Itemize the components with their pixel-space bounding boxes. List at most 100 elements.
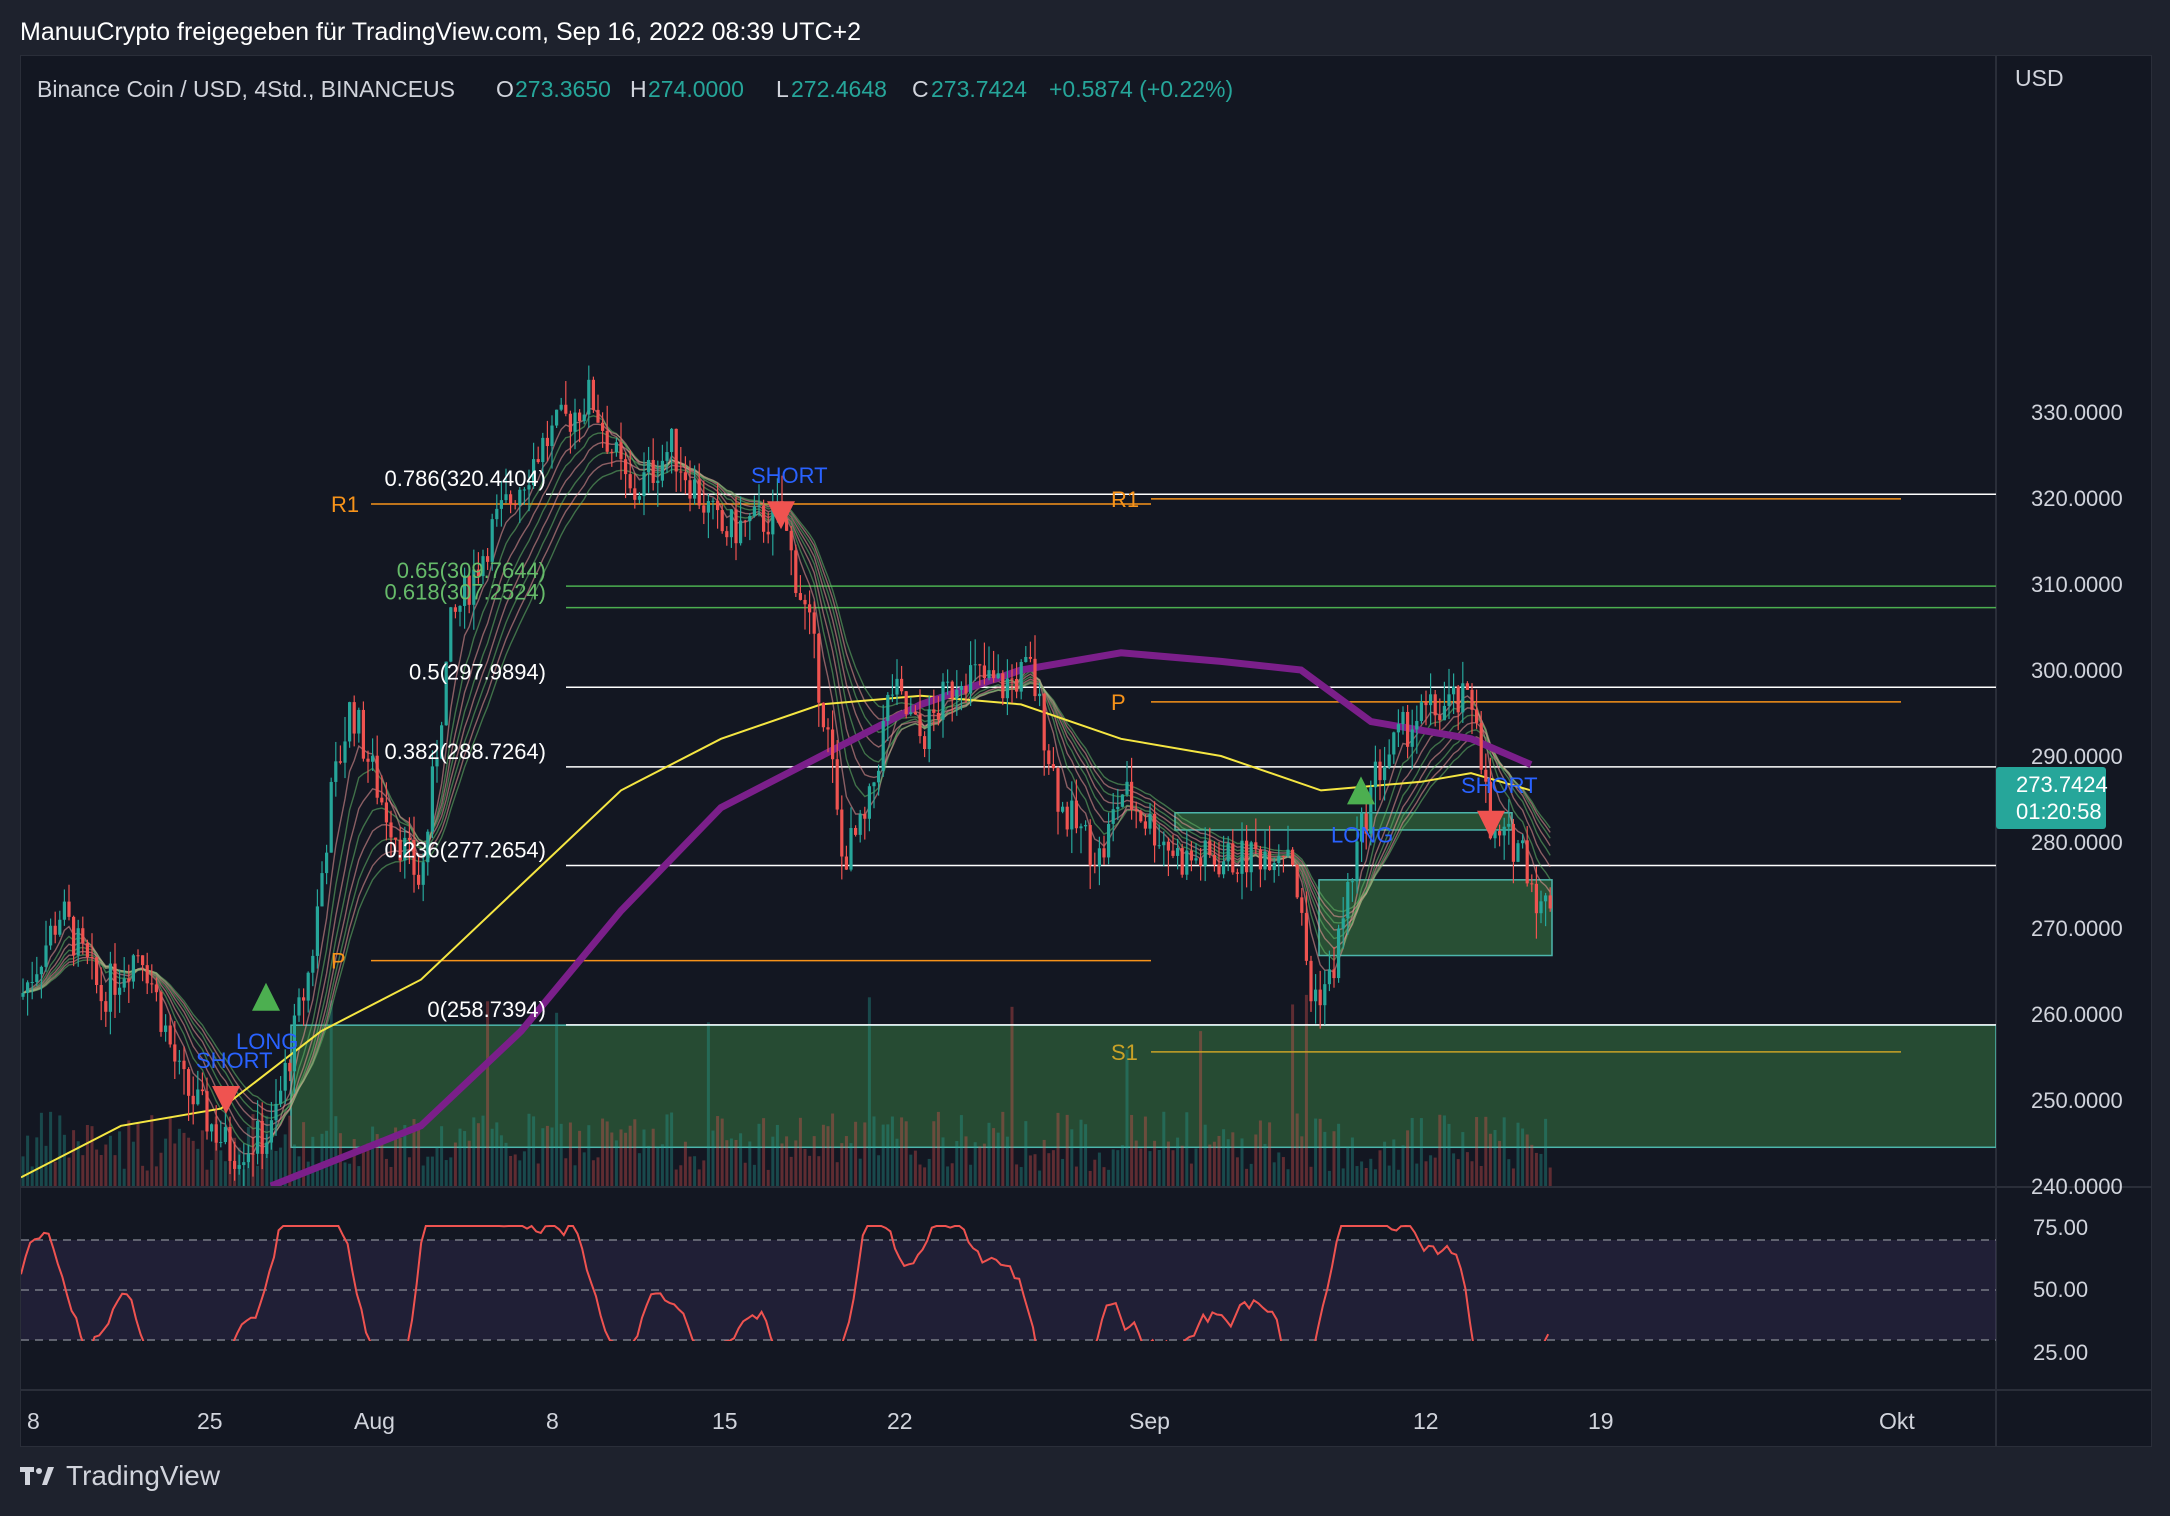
volume-bar [122, 1168, 126, 1186]
candle-body [670, 428, 674, 453]
candle-body [1208, 840, 1212, 855]
volume-bar [1539, 1153, 1543, 1186]
fib-label: 0.786(320.4404) [385, 466, 546, 491]
candle-body [1318, 989, 1322, 1006]
volume-bar [1295, 1113, 1299, 1186]
volume-bar [821, 1124, 825, 1186]
candle-body [1369, 787, 1373, 834]
candle-body [762, 505, 766, 532]
volume-bar [426, 1156, 430, 1186]
candle-body [706, 501, 710, 513]
price-tick: 260.0000 [2031, 1002, 2123, 1027]
candle-body [872, 782, 876, 787]
candle-body [1028, 656, 1032, 659]
candle-body [1176, 848, 1180, 856]
candle-body [936, 712, 940, 720]
volume-bar [1249, 1163, 1253, 1186]
candle-body [1341, 918, 1345, 929]
volume-bar [325, 1130, 329, 1186]
candle-body [1525, 840, 1529, 884]
candle-body [412, 840, 416, 875]
candle-body [499, 500, 503, 509]
volume-bar [223, 1161, 227, 1186]
volume-bar [320, 1133, 324, 1186]
volume-bar [177, 1128, 181, 1186]
volume-bar [693, 1156, 697, 1186]
volume-bar [1042, 1139, 1046, 1186]
volume-bar [412, 1118, 416, 1186]
candle-body [62, 901, 66, 920]
candle-body [1148, 813, 1152, 829]
tradingview-footer[interactable]: TradingView [20, 1460, 220, 1492]
candle-body [803, 599, 807, 605]
volume-bar [780, 1143, 784, 1186]
volume-bar [881, 1124, 885, 1186]
volume-bar [913, 1150, 917, 1186]
candle-body [260, 1120, 264, 1154]
candle-body [536, 459, 540, 463]
candle-body [104, 1001, 108, 1012]
candle-body [1479, 722, 1483, 770]
svg-text:O: O [496, 76, 514, 102]
candle-body [1360, 813, 1364, 842]
volume-bar [578, 1130, 582, 1186]
volume-bar [1001, 1111, 1005, 1186]
volume-bar [384, 1158, 388, 1186]
candle-body [403, 837, 407, 861]
tradingview-logo-icon [20, 1465, 56, 1487]
short-arrow-icon [212, 1086, 240, 1114]
volume-bar [1093, 1159, 1097, 1186]
candle-body [1143, 821, 1147, 829]
candle-body [1134, 809, 1138, 812]
volume-bar [315, 1165, 319, 1186]
candle-body [1263, 851, 1267, 870]
candle-body [90, 957, 94, 959]
volume-bar [1185, 1112, 1189, 1186]
candle-body [1070, 800, 1074, 830]
volume-bar [53, 1161, 57, 1186]
candle-body [338, 761, 342, 763]
candle-body [1452, 686, 1456, 695]
volume-bar [532, 1116, 536, 1186]
volume-bar [1350, 1137, 1354, 1186]
candle-body [1442, 705, 1446, 721]
candle-body [881, 720, 885, 771]
volume-bar [357, 1166, 361, 1186]
candle-body [219, 1142, 223, 1144]
chart-frame[interactable]: SHORT LONG SHORT LONG SHORT 0.786(320.4404) 0… [20, 55, 2152, 1447]
volume-bar [499, 1135, 503, 1186]
price-tick: 320.0000 [2031, 486, 2123, 511]
volume-bar [959, 1115, 963, 1186]
volume-bar [651, 1128, 655, 1186]
volume-bar [633, 1119, 637, 1186]
volume-bar [1051, 1150, 1055, 1186]
svg-text:H: H [630, 76, 647, 102]
volume-bar [973, 1142, 977, 1186]
candle-body [1346, 881, 1350, 919]
legend-close: 273.7424 [931, 76, 1027, 102]
pivot-label: P [1111, 690, 1126, 715]
candle-body [463, 575, 467, 606]
candle-body [541, 437, 545, 463]
volume-bar [766, 1169, 770, 1186]
candle-body [1548, 895, 1552, 909]
candle-body [1102, 848, 1106, 858]
candle-body [177, 1060, 181, 1062]
candle-body [1493, 830, 1497, 839]
pivot-label: S1 [1111, 1040, 1138, 1065]
candle-body [481, 556, 485, 577]
time-tick: 8 [546, 1408, 559, 1434]
volume-bar [1070, 1129, 1074, 1186]
volume-bar [858, 1158, 862, 1186]
candle-body [941, 681, 945, 720]
volume-bar [1245, 1168, 1249, 1186]
volume-bar [108, 1135, 112, 1186]
volume-bar [403, 1125, 407, 1186]
candle-body [1309, 960, 1313, 1002]
volume-bar [49, 1111, 53, 1186]
candle-body [509, 494, 513, 504]
signal-label: SHORT [1461, 773, 1538, 798]
candle-body [605, 430, 609, 452]
fib-label: 0.618(307.2524) [385, 580, 546, 605]
